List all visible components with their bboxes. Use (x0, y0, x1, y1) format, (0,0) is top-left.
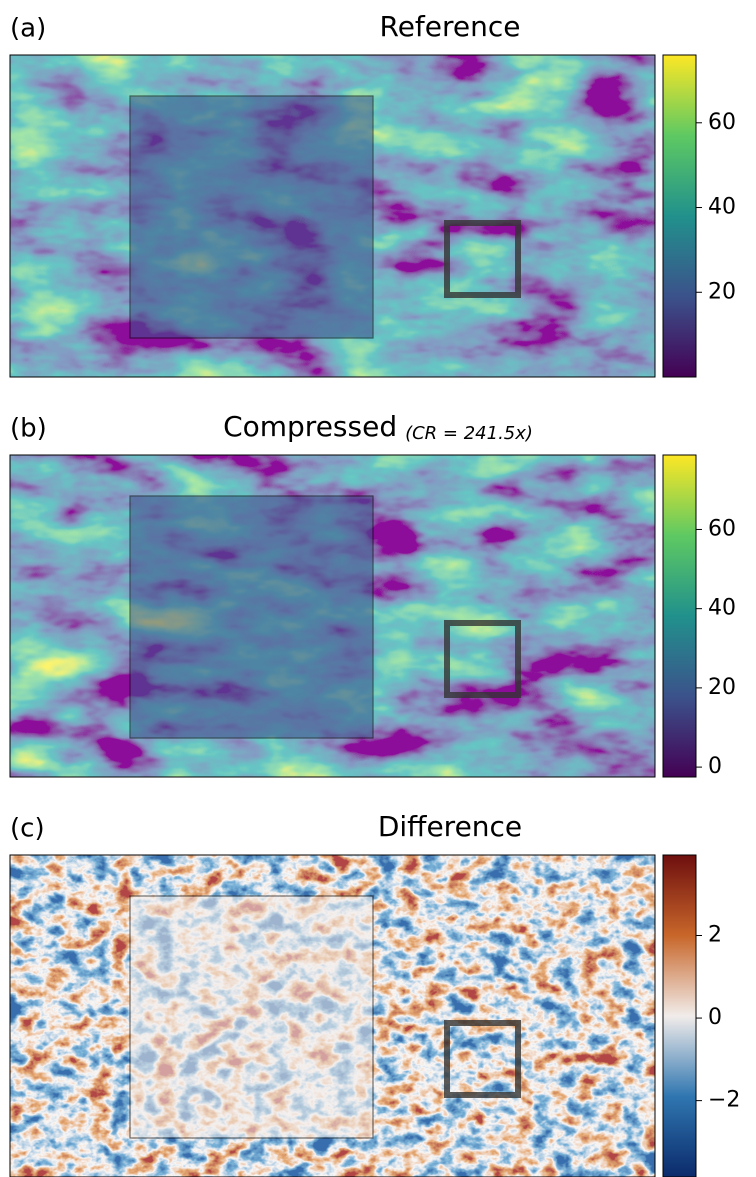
panel-label: (a) (10, 14, 46, 44)
colorbar-tick-label: 20 (708, 279, 736, 304)
chart-title: Difference (378, 810, 522, 843)
panel-label: (b) (10, 414, 47, 444)
colorbar-tick-label: 60 (708, 110, 736, 135)
zoom-box (444, 620, 521, 698)
colorbar (662, 854, 697, 1177)
colorbar (662, 54, 697, 378)
chart-title: Reference (380, 10, 521, 43)
colorbar-tick-label: 40 (708, 596, 736, 621)
colorbar-tick-label: 0 (708, 754, 722, 779)
heatmap-inset (129, 95, 374, 339)
heatmap-frame (9, 854, 656, 1177)
colorbar-tick-label: 0 (708, 1005, 722, 1030)
colorbar (662, 454, 697, 778)
colorbar-tick-label: 40 (708, 195, 736, 220)
panel-label: (c) (10, 814, 45, 844)
heatmap-frame (9, 454, 656, 778)
zoom-box (444, 220, 521, 298)
heatmap-inset (129, 495, 374, 739)
zoom-box (444, 1020, 521, 1098)
title-annotation: (CR = 241.5x) (405, 423, 533, 444)
heatmap-frame (9, 54, 656, 378)
colorbar-tick-label: 2 (708, 923, 722, 948)
colorbar-tick-label: −2 (708, 1088, 740, 1113)
chart-title: Compressed (CR = 241.5x) (223, 410, 533, 444)
colorbar-tick-label: 60 (708, 516, 736, 541)
heatmap-inset (129, 895, 374, 1139)
colorbar-tick-label: 20 (708, 675, 736, 700)
